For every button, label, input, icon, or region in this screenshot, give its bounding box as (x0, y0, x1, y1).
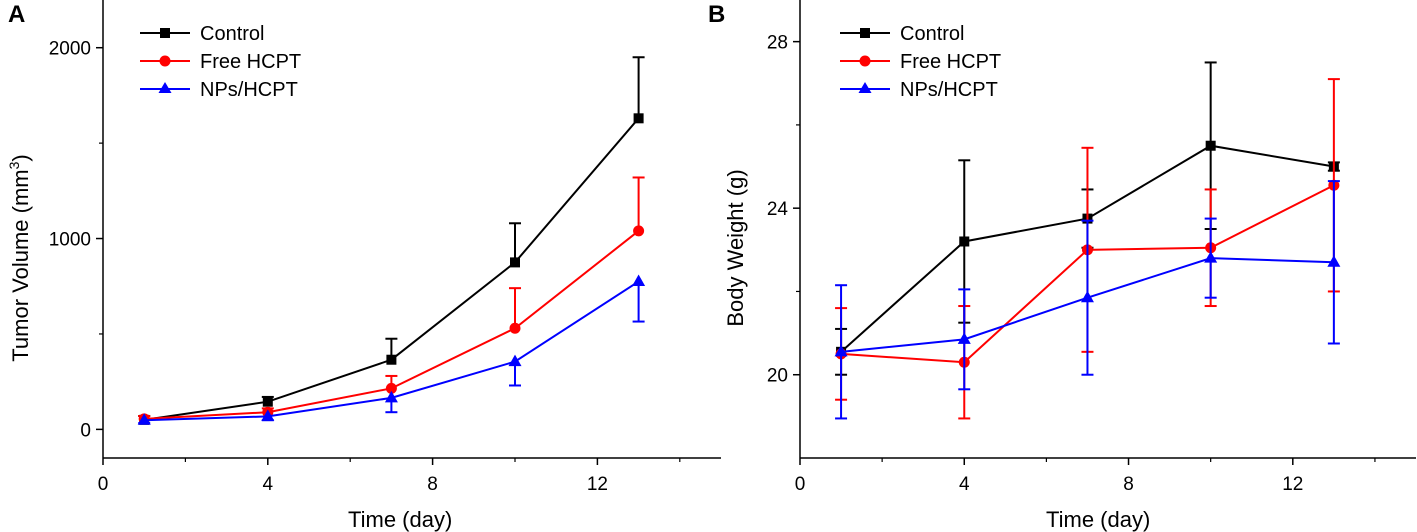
legend-label-control-a: Control (200, 23, 264, 45)
panel-label-b: B (708, 1, 725, 28)
data-point-nps-hcpt-b (957, 332, 971, 344)
x-tick-label-a: 12 (587, 474, 608, 495)
data-point-free-hcpt-a (509, 322, 521, 334)
data-point-nps-hcpt-b (1204, 251, 1218, 263)
data-point-control-a (262, 396, 273, 407)
x-tick-label-b: 4 (959, 474, 970, 495)
data-point-nps-hcpt-b (1327, 255, 1341, 267)
y-tick-label-b: 24 (767, 199, 789, 220)
series-control-a (138, 56, 645, 425)
data-point-free-hcpt-a (633, 225, 645, 237)
legend-label-nps-hcpt-b: NPs/HCPT (900, 79, 998, 101)
y-tick-label-a: 0 (80, 420, 91, 441)
data-point-control-a (510, 257, 520, 268)
legend-item-free-hcpt-b: Free HCPT (840, 51, 1001, 73)
x-tick-label-b: 0 (795, 474, 806, 495)
legend-label-free-hcpt-a: Free HCPT (200, 51, 301, 73)
x-axis-label-a: Time (day) (348, 507, 452, 532)
x-tick-label-a: 4 (263, 474, 274, 495)
data-point-control-a (386, 354, 397, 365)
legend-label-free-hcpt-b: Free HCPT (900, 51, 1001, 73)
legend-item-control-b: Control (840, 23, 964, 45)
data-point-nps-hcpt-a (137, 413, 151, 425)
panel-b: B Control Free HCPT NPs/HCPT Time (day) … (708, 0, 1416, 532)
data-point-control-b (959, 236, 970, 247)
y-tick-label-b: 28 (767, 33, 788, 54)
y-tick-label-a: 1000 (49, 230, 91, 251)
data-point-control-b (1205, 140, 1216, 151)
legend-item-control-a: Control (140, 23, 264, 45)
series-nps-hcpt-a (137, 274, 646, 425)
legend-item-nps-hcpt-b: NPs/HCPT (840, 79, 998, 101)
x-tick-label-a: 0 (98, 474, 109, 495)
series-free-hcpt-a (138, 176, 645, 425)
y-axis-label-a: Tumor Volume (mm3) (6, 154, 33, 361)
legend-label-control-b: Control (900, 23, 964, 45)
legend-item-nps-hcpt-a: NPs/HCPT (140, 79, 298, 101)
data-point-nps-hcpt-b (1080, 290, 1094, 303)
series-nps-hcpt-b (834, 180, 1341, 420)
legend-item-free-hcpt-a: Free HCPT (140, 51, 301, 73)
x-tick-label-a: 8 (427, 474, 438, 495)
data-point-nps-hcpt-a (632, 274, 646, 286)
series-line-control-a (144, 117, 640, 421)
y-tick-label-a: 2000 (49, 39, 91, 60)
x-tick-label-b: 12 (1282, 474, 1303, 495)
legend-label-nps-hcpt-a: NPs/HCPT (200, 79, 298, 101)
x-tick-label-b: 8 (1123, 474, 1134, 495)
y-axis-label-b: Body Weight (g) (723, 169, 748, 326)
panel-label-a: A (8, 1, 25, 28)
x-axis-label-b: Time (day) (1046, 507, 1150, 532)
data-point-nps-hcpt-a (384, 390, 398, 403)
data-point-control-a (633, 113, 644, 124)
legend-a: Control Free HCPT NPs/HCPT (140, 23, 301, 101)
legend-b: Control Free HCPT NPs/HCPT (840, 23, 1001, 101)
data-point-free-hcpt-a (385, 382, 397, 394)
data-point-nps-hcpt-b (834, 344, 848, 357)
panel-a: A Control Free HCPT NPs/HCPT Time (day) … (6, 0, 721, 532)
y-tick-label-b: 20 (767, 366, 788, 387)
data-point-nps-hcpt-a (508, 354, 522, 367)
data-point-nps-hcpt-a (261, 409, 275, 421)
